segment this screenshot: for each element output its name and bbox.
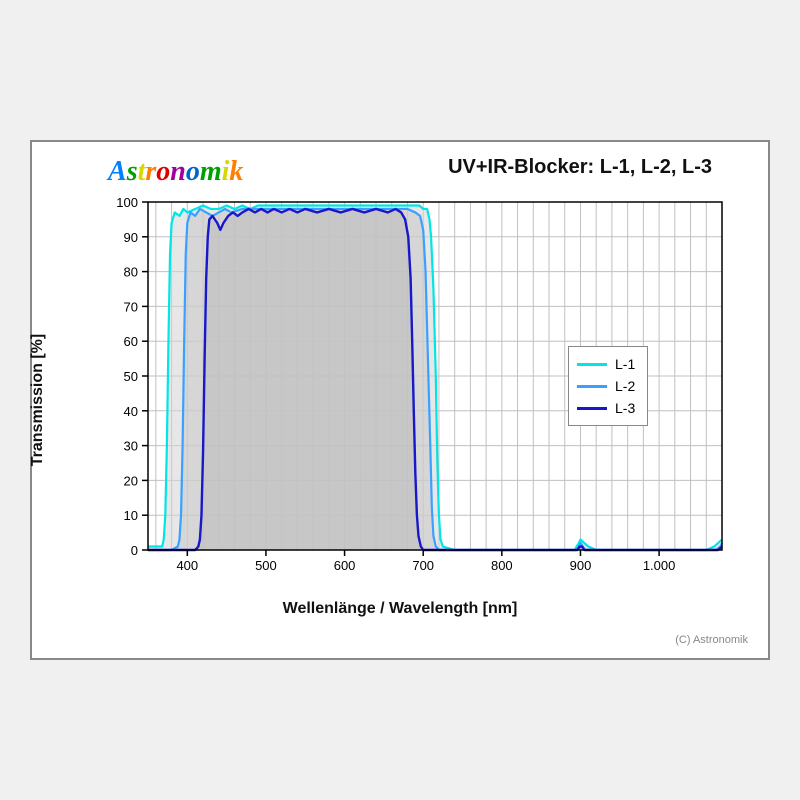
logo-letter: A bbox=[108, 156, 127, 188]
x-tick-label: 500 bbox=[255, 558, 277, 573]
logo-letter: m bbox=[200, 156, 222, 188]
plot-area: 400 500 600 700 800 900 1.000 0 10 20 30 40 50 60 70 80… bbox=[108, 196, 732, 596]
chart-title: UV+IR-Blocker: L-1, L-2, L-3 bbox=[448, 156, 712, 179]
logo-letter: k bbox=[229, 156, 243, 188]
x-tick-label: 700 bbox=[412, 558, 434, 573]
legend-item: L-1 bbox=[577, 353, 635, 375]
x-tick-label: 600 bbox=[334, 558, 356, 573]
logo-letter: s bbox=[127, 156, 138, 188]
legend-label: L-1 bbox=[615, 356, 635, 372]
legend: L-1 L-2 L-3 bbox=[568, 346, 648, 426]
y-tick-label: 20 bbox=[124, 473, 138, 488]
y-tick-label: 60 bbox=[124, 334, 138, 349]
logo-letter: o bbox=[186, 156, 200, 188]
astronomik-logo: Astronomik bbox=[108, 156, 243, 188]
page: Astronomik UV+IR-Blocker: L-1, L-2, L-3 … bbox=[0, 0, 800, 800]
chart-card: Astronomik UV+IR-Blocker: L-1, L-2, L-3 … bbox=[30, 140, 770, 660]
x-tick-label: 1.000 bbox=[643, 558, 676, 573]
legend-swatch bbox=[577, 385, 607, 388]
legend-label: L-2 bbox=[615, 378, 635, 394]
legend-item: L-3 bbox=[577, 397, 635, 419]
y-tick-label: 90 bbox=[124, 230, 138, 245]
copyright-text: (C) Astronomik bbox=[675, 634, 748, 646]
logo-letter: r bbox=[145, 156, 156, 188]
legend-item: L-2 bbox=[577, 375, 635, 397]
y-tick-label: 40 bbox=[124, 404, 138, 419]
y-axis-label: Transmission [%] bbox=[29, 334, 47, 466]
y-tick-label: 0 bbox=[131, 543, 138, 558]
y-tick-label: 70 bbox=[124, 299, 138, 314]
logo-letter: t bbox=[138, 156, 146, 188]
x-tick-label: 400 bbox=[176, 558, 198, 573]
y-tick-label: 80 bbox=[124, 265, 138, 280]
legend-swatch bbox=[577, 363, 607, 366]
x-axis-label: Wellenlänge / Wavelength [nm] bbox=[48, 600, 752, 618]
y-tick-label: 30 bbox=[124, 439, 138, 454]
x-tick-label: 800 bbox=[491, 558, 513, 573]
header-row: Astronomik UV+IR-Blocker: L-1, L-2, L-3 bbox=[48, 156, 752, 196]
y-tick-label: 100 bbox=[116, 196, 138, 210]
logo-letter: n bbox=[170, 156, 186, 188]
legend-swatch bbox=[577, 407, 607, 410]
logo-letter: o bbox=[156, 156, 170, 188]
y-tick-label: 50 bbox=[124, 369, 138, 384]
x-tick-label: 900 bbox=[570, 558, 592, 573]
legend-label: L-3 bbox=[615, 400, 635, 416]
y-tick-label: 10 bbox=[124, 508, 138, 523]
logo-letter: i bbox=[222, 156, 230, 188]
